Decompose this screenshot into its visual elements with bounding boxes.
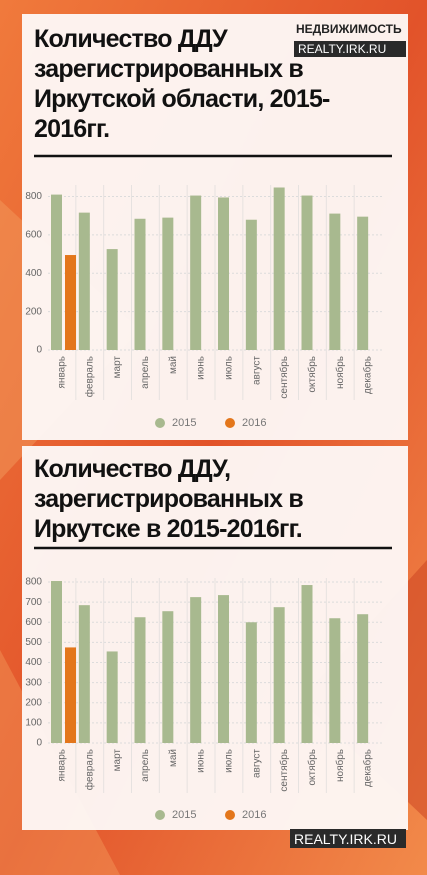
bar [162,611,174,743]
legend-swatch [155,810,165,820]
legend-label: 2015 [172,809,196,821]
y-tick-label: 400 [25,268,42,279]
legend-swatch [225,810,235,820]
x-tick-label: июль [224,749,235,773]
brand-name: НЕДВИЖИМОСТЬ [296,22,402,36]
x-tick-label: февраль [83,356,95,397]
x-tick-label: октябрь [306,356,318,393]
brand-url: REALTY.IRK.RU [298,42,387,56]
bar [65,647,76,743]
bar [301,195,313,350]
legend-swatch [155,418,165,428]
bar [162,217,174,350]
bar [245,622,257,743]
x-tick-label: май [168,356,179,374]
x-tick-label: апрель [140,356,151,389]
legend-label: 2016 [242,809,266,821]
x-tick-label: ноябрь [334,356,346,389]
x-tick-label: октябрь [306,749,318,786]
bar [65,255,76,350]
x-tick-label: июнь [196,749,207,773]
bar [357,614,369,743]
y-tick-label: 400 [25,657,42,668]
x-tick-label: июнь [196,356,207,380]
bar [134,617,146,743]
bar [273,187,285,350]
bar [218,197,229,350]
x-tick-label: февраль [83,749,95,790]
x-tick-label: сентябрь [278,356,290,399]
y-tick-label: 800 [25,191,42,202]
x-tick-label: май [168,749,179,767]
bar [78,605,90,743]
y-tick-label: 0 [36,345,42,356]
y-tick-label: 600 [25,617,42,628]
bar [51,581,62,743]
legend-label: 2016 [242,417,266,429]
y-tick-label: 300 [25,677,42,688]
bar [51,194,62,350]
legend-label: 2015 [172,417,196,429]
x-tick-label: апрель [140,749,151,782]
chart-title: Количество ДДУ, зарегистрированных в Ирк… [34,455,304,543]
y-tick-label: 500 [25,637,42,648]
bar [245,219,257,350]
x-tick-label: март [112,356,123,379]
y-tick-label: 200 [25,306,42,317]
y-tick-label: 700 [25,597,42,608]
y-tick-label: 800 [25,577,42,588]
x-tick-label: декабрь [362,356,374,394]
bar [106,651,118,743]
footer: REALTY.IRK.RU [294,831,397,847]
y-tick-label: 200 [25,697,42,708]
bar [329,618,341,743]
x-tick-label: август [251,356,262,385]
bar [218,595,229,743]
bar [190,597,202,743]
x-tick-label: июль [224,356,235,380]
x-tick-label: январь [57,749,68,781]
x-tick-label: ноябрь [334,749,346,782]
chart-title: Количество ДДУ зарегистрированных в Ирку… [34,25,330,143]
x-tick-label: сентябрь [278,749,290,792]
bar [190,195,202,350]
brand-box [294,41,406,57]
legend-swatch [225,418,235,428]
bar [357,216,369,350]
footer-box [290,829,406,848]
y-tick-label: 100 [25,718,42,729]
x-tick-label: январь [57,356,68,388]
bar [329,213,341,350]
bar [78,212,90,350]
bar [301,585,313,743]
x-tick-label: декабрь [362,749,374,787]
y-tick-label: 0 [36,738,42,749]
y-tick-label: 600 [25,230,42,241]
bar [106,249,118,350]
x-tick-label: август [251,749,262,778]
bar [273,607,285,743]
x-tick-label: март [112,749,123,772]
bar [134,218,146,350]
